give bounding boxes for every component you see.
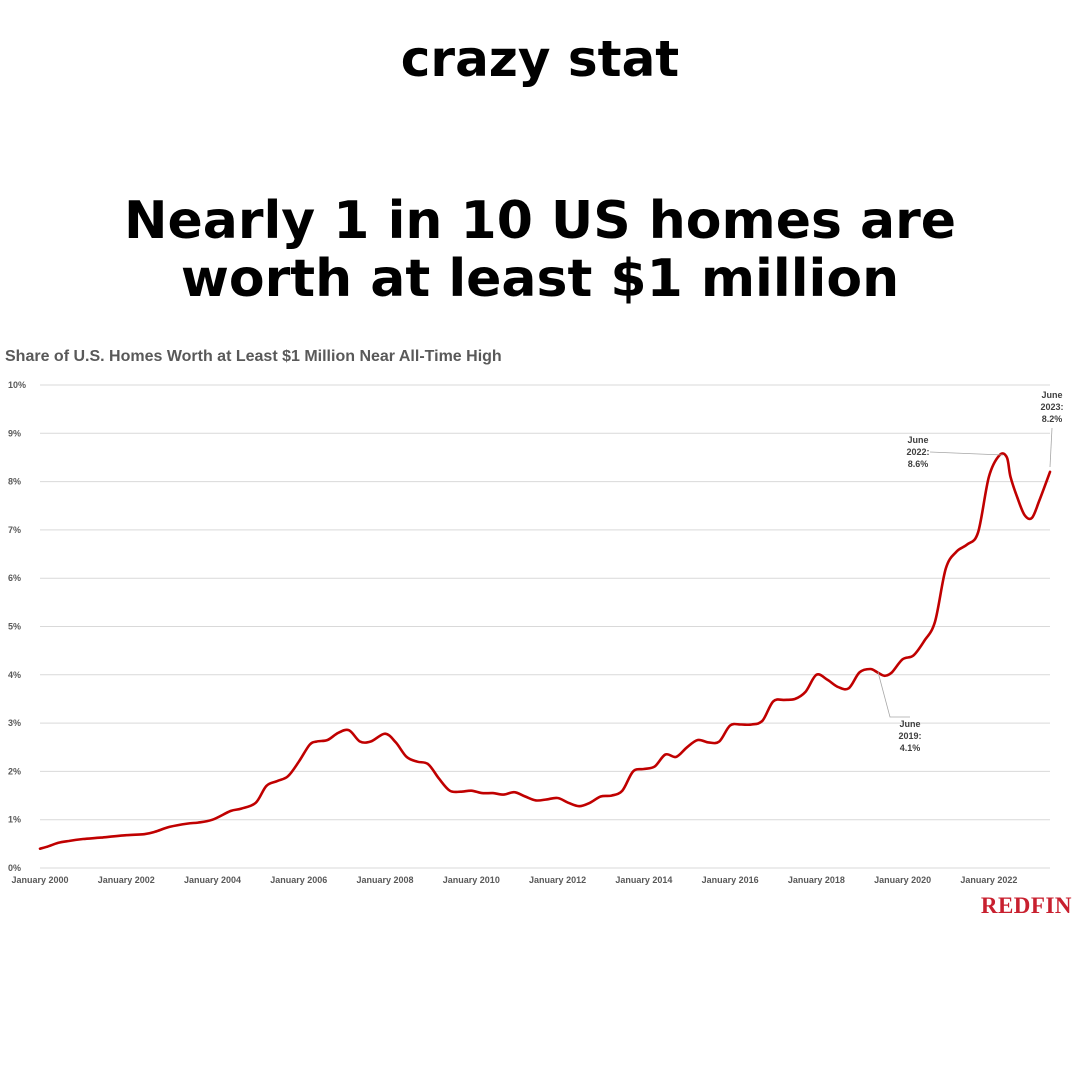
chart-title: Share of U.S. Homes Worth at Least $1 Mi…	[5, 348, 502, 365]
annotation-label: June	[907, 435, 928, 445]
y-tick-label: 9%	[8, 428, 21, 438]
x-tick-label: January 2020	[874, 875, 931, 885]
headline-line-1: Nearly 1 in 10 US homes are	[123, 191, 957, 251]
annotation-label: 8.6%	[908, 459, 929, 469]
annotation-label: June	[899, 719, 920, 729]
annotation-leader	[877, 671, 910, 718]
annotation-label: 2023:	[1040, 402, 1063, 412]
annotations: June 2019: 4.1% June 2022: 8.6% June 2023: 8.2%	[877, 390, 1064, 753]
x-tick-label: January 2014	[615, 875, 672, 885]
x-tick-label: January 2006	[270, 875, 327, 885]
annotation-label: 4.1%	[900, 743, 921, 753]
x-tick-label: January 2002	[98, 875, 155, 885]
annotation: June 2023: 8.2%	[1040, 390, 1064, 468]
x-tick-label: January 2012	[529, 875, 586, 885]
annotation-leader	[929, 451, 1004, 456]
annotation: June 2019: 4.1%	[877, 671, 922, 753]
y-tick-label: 0%	[8, 863, 21, 873]
annotation: June 2022: 8.6%	[906, 435, 1004, 469]
y-tick-label: 6%	[8, 573, 21, 583]
annotation-label: June	[1041, 390, 1062, 400]
x-tick-label: January 2022	[960, 875, 1017, 885]
headline-line-2: worth at least $1 million	[180, 249, 900, 309]
line-chart: 0%1%2%3%4%5%6%7%8%9%10% January 2000 Janu…	[8, 380, 1064, 885]
y-tick-label: 8%	[8, 477, 21, 487]
series	[38, 452, 1052, 850]
redfin-logo: REDFIN	[980, 893, 1072, 918]
x-axis: January 2000 January 2002 January 2004 Janu…	[11, 875, 1017, 885]
annotation-label: 2022:	[906, 447, 929, 457]
annotation-leader	[1049, 427, 1053, 468]
series-line	[38, 452, 1052, 850]
annotation-label: 8.2%	[1042, 414, 1063, 424]
x-tick-label: January 2004	[184, 875, 241, 885]
x-tick-label: January 2000	[11, 875, 68, 885]
y-tick-label: 1%	[8, 815, 21, 825]
y-tick-label: 5%	[8, 622, 21, 632]
y-tick-label: 10%	[8, 380, 26, 390]
y-tick-label: 4%	[8, 670, 21, 680]
post-caption: crazy stat	[400, 30, 680, 88]
y-tick-label: 7%	[8, 525, 21, 535]
annotation-label: 2019:	[898, 731, 921, 741]
headline: Nearly 1 in 10 US homes are worth at lea…	[0, 192, 1080, 308]
y-axis: 0% 1% 2% 3% 4% 5% 6% 7% 8% 9% 10%	[8, 380, 26, 873]
x-tick-label: January 2016	[702, 875, 759, 885]
y-tick-label: 2%	[8, 766, 21, 776]
x-tick-label: January 2018	[788, 875, 845, 885]
x-tick-label: January 2008	[357, 875, 414, 885]
x-tick-label: January 2010	[443, 875, 500, 885]
y-tick-label: 3%	[8, 718, 21, 728]
gridlines	[40, 384, 1050, 869]
